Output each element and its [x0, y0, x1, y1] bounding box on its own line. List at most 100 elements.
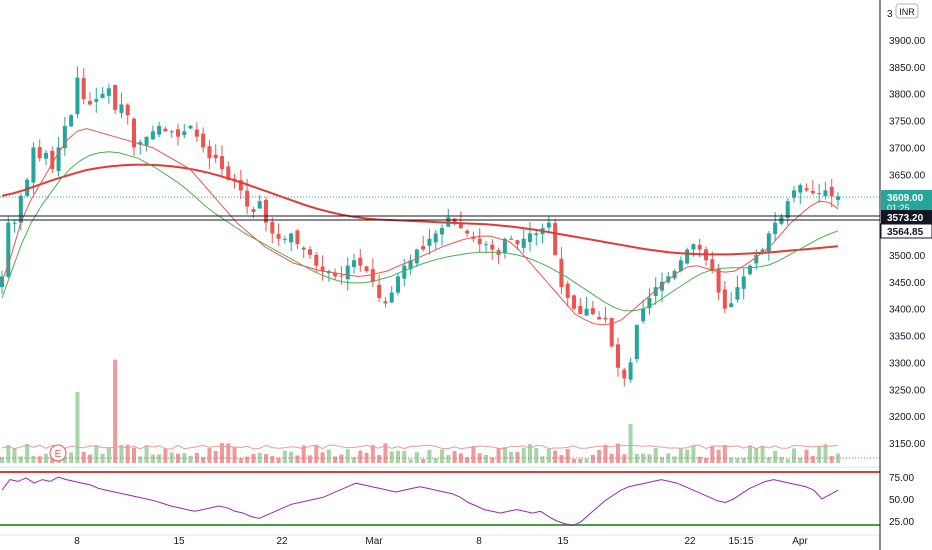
- candle-body: [119, 104, 124, 113]
- candle-body: [622, 369, 627, 379]
- candle-body: [483, 244, 489, 246]
- volume-bar: [81, 451, 86, 463]
- volume-bar: [421, 458, 426, 463]
- candle-body: [515, 240, 520, 245]
- price-tick-label: 3900.00: [889, 36, 926, 47]
- ma-mid-line: [1, 151, 839, 312]
- price-axis[interactable]: [880, 0, 932, 550]
- candle-body: [571, 295, 577, 309]
- candle-body: [125, 104, 130, 116]
- time-label: 8: [74, 536, 80, 547]
- price-tick-label: 3200.00: [889, 412, 926, 423]
- candle-body: [245, 190, 250, 207]
- volume-bar: [150, 454, 155, 463]
- volume-bar: [6, 444, 11, 463]
- candle-body: [747, 265, 753, 275]
- volume-bar: [226, 443, 231, 463]
- candle-body: [439, 228, 445, 235]
- volume-bar: [94, 445, 99, 463]
- candle-body: [31, 147, 36, 183]
- volume-bar: [138, 456, 143, 463]
- volume-bar: [370, 445, 375, 463]
- volume-bar: [37, 456, 42, 463]
- rsi-line: [1, 476, 839, 526]
- time-label: 15:15: [728, 536, 753, 547]
- candle-body: [634, 324, 639, 360]
- volume-bar: [703, 457, 709, 463]
- candle-body: [320, 266, 325, 272]
- candle-body: [477, 238, 482, 245]
- price-tick-label: 3350.00: [889, 332, 926, 343]
- volume-bar: [113, 359, 118, 463]
- volume-bar: [672, 456, 677, 463]
- candle-body: [138, 142, 143, 145]
- candle-body: [798, 185, 803, 193]
- earnings-badge[interactable]: E: [49, 444, 67, 462]
- volume-bar: [527, 444, 533, 463]
- candle-body: [307, 249, 313, 255]
- volume-bar: [87, 454, 93, 463]
- candle-body: [37, 147, 42, 159]
- volume-bar: [219, 443, 225, 463]
- candle-body: [50, 150, 55, 169]
- volume-bar: [395, 450, 401, 463]
- candle-body: [25, 179, 30, 196]
- candle-body: [276, 234, 281, 239]
- svg-text:01:25: 01:25: [887, 203, 910, 213]
- volume-bar: [458, 453, 463, 463]
- candle-body: [175, 129, 181, 137]
- volume-bar: [251, 453, 256, 463]
- candle-body: [685, 249, 690, 264]
- candle-body: [251, 209, 256, 212]
- volume-bar: [50, 457, 55, 463]
- volume-bar: [408, 458, 413, 463]
- volume-bar: [439, 449, 445, 463]
- volume-bar: [106, 447, 111, 463]
- candle-body: [12, 222, 17, 224]
- volume-bar: [641, 453, 646, 463]
- ma-slow-line: [1, 163, 839, 256]
- volume-bar: [597, 449, 602, 463]
- candle-body: [584, 308, 589, 316]
- candle-body: [94, 99, 99, 102]
- candle-body: [735, 287, 740, 300]
- volume-bar: [647, 454, 652, 463]
- candle-body: [678, 260, 683, 272]
- volume-bar: [584, 458, 589, 463]
- candle-body: [817, 193, 822, 195]
- candle-body: [729, 303, 734, 308]
- candle-body: [791, 190, 797, 198]
- volume-bar: [697, 456, 702, 463]
- candle-body: [578, 305, 583, 315]
- volume-bar: [766, 457, 771, 463]
- price-tick-label: 3800.00: [889, 90, 926, 101]
- candle-body: [835, 196, 841, 200]
- volume-bar: [188, 456, 193, 463]
- candle-body: [301, 247, 306, 250]
- candle-body: [364, 266, 369, 272]
- price-tick-label: 3300.00: [889, 358, 926, 369]
- candle-body: [358, 257, 363, 266]
- candle-body: [433, 233, 438, 243]
- time-label: 22: [276, 536, 288, 547]
- candle-body: [226, 166, 231, 180]
- volume-bar: [257, 452, 262, 463]
- candle-body: [370, 269, 375, 282]
- svg-text:3609.00: 3609.00: [887, 193, 924, 204]
- volume-bar: [553, 450, 558, 463]
- volume-bar: [446, 455, 451, 463]
- volume-bar: [534, 447, 539, 463]
- volume-bar: [666, 453, 671, 463]
- currency-badge[interactable]: INR: [895, 3, 919, 19]
- candle-body: [534, 233, 539, 235]
- volume-bar: [289, 451, 294, 463]
- candle-body: [697, 244, 702, 250]
- volume-bar: [678, 448, 683, 463]
- time-axis[interactable]: 8 15 22 Mar 8 15 22 15:15 Apr: [74, 536, 808, 547]
- volume-bar: [351, 457, 357, 463]
- candle-body: [546, 222, 551, 228]
- volume-bar: [12, 448, 17, 463]
- candle-body: [408, 260, 413, 270]
- volume-bar: [741, 457, 746, 463]
